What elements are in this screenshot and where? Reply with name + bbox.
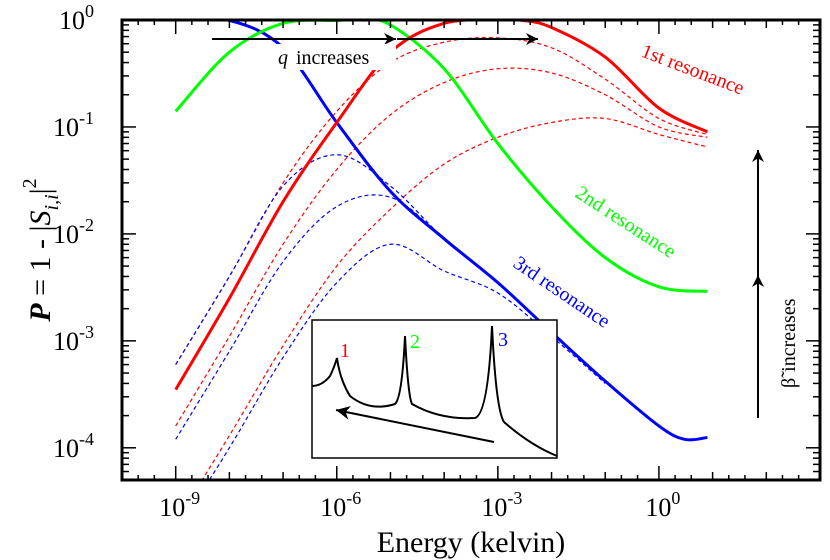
y-tick-label: 100 <box>59 1 94 35</box>
x-axis-title: Energy (kelvin) <box>377 526 566 559</box>
series-line-8 <box>208 243 606 480</box>
annotation-first-resonance: 1st resonance <box>638 40 747 99</box>
y-title-close: | <box>24 188 57 194</box>
q-var: q <box>278 47 288 69</box>
y-title-sup: 2 <box>19 178 41 188</box>
y-tick-label-exp: -3 <box>79 322 94 342</box>
y-tick-label-exp: -4 <box>79 429 94 449</box>
inset-curve <box>311 325 558 457</box>
x-tick-label: 10-9 <box>159 488 200 522</box>
x-tick-label-base: 10 <box>645 493 671 522</box>
inset-label-1: 1 <box>340 340 350 362</box>
y-title-s: S <box>24 210 57 225</box>
x-tick-label-exp: 0 <box>671 488 680 508</box>
y-title-sub: i,i <box>41 194 63 210</box>
series-line-5 <box>201 117 708 480</box>
annotation-second-resonance: 2nd resonance <box>571 182 679 263</box>
inset-frame <box>311 319 558 459</box>
y-tick-label-exp: -1 <box>79 108 94 128</box>
y-tick-label-exp: -2 <box>79 215 94 235</box>
series-line-1 <box>174 20 708 293</box>
beta-label-bg <box>776 232 802 392</box>
y-title-p: P <box>24 303 57 323</box>
inset-arrow <box>335 405 495 443</box>
y-tick-label-base: 10 <box>53 434 79 463</box>
x-tick-label-exp: -3 <box>507 488 522 508</box>
x-tick-label-base: 10 <box>481 493 507 522</box>
y-tick-label: 10-3 <box>53 322 94 356</box>
x-tick-label-exp: -9 <box>185 488 200 508</box>
inset-label-3: 3 <box>498 329 508 351</box>
x-tick-label: 10-6 <box>320 488 361 522</box>
inset: 1 2 3 <box>311 319 558 459</box>
y-tick-label-base: 10 <box>53 113 79 142</box>
y-tick-label-exp: 0 <box>85 1 94 21</box>
q-increases-text: increases <box>296 47 370 69</box>
q-label-bg <box>270 44 396 70</box>
x-tick-label-base: 10 <box>159 493 185 522</box>
y-axis-title: P = 1 - |Si,i|2 <box>19 178 63 322</box>
y-tick-label: 10-1 <box>53 108 94 142</box>
inset-label-2: 2 <box>410 331 420 353</box>
y-title-rest: = 1 - | <box>24 225 57 303</box>
x-tick-label: 10-3 <box>481 488 522 522</box>
x-tick-label-base: 10 <box>320 493 346 522</box>
x-tick-label-exp: -6 <box>346 488 361 508</box>
beta-increases-text: increases <box>778 298 800 372</box>
series-line-4 <box>175 67 708 427</box>
series-line-3 <box>175 37 708 365</box>
q-increases-label: q increases <box>278 47 370 69</box>
y-tick-label: 10-2 <box>53 215 94 249</box>
y-tick-label-base: 10 <box>59 6 85 35</box>
x-tick-label: 100 <box>645 488 680 522</box>
ticks-layer <box>121 19 821 480</box>
y-tick-label-base: 10 <box>53 327 79 356</box>
y-tick-label-base: 10 <box>53 220 79 249</box>
y-tick-label: 10-4 <box>53 429 94 463</box>
